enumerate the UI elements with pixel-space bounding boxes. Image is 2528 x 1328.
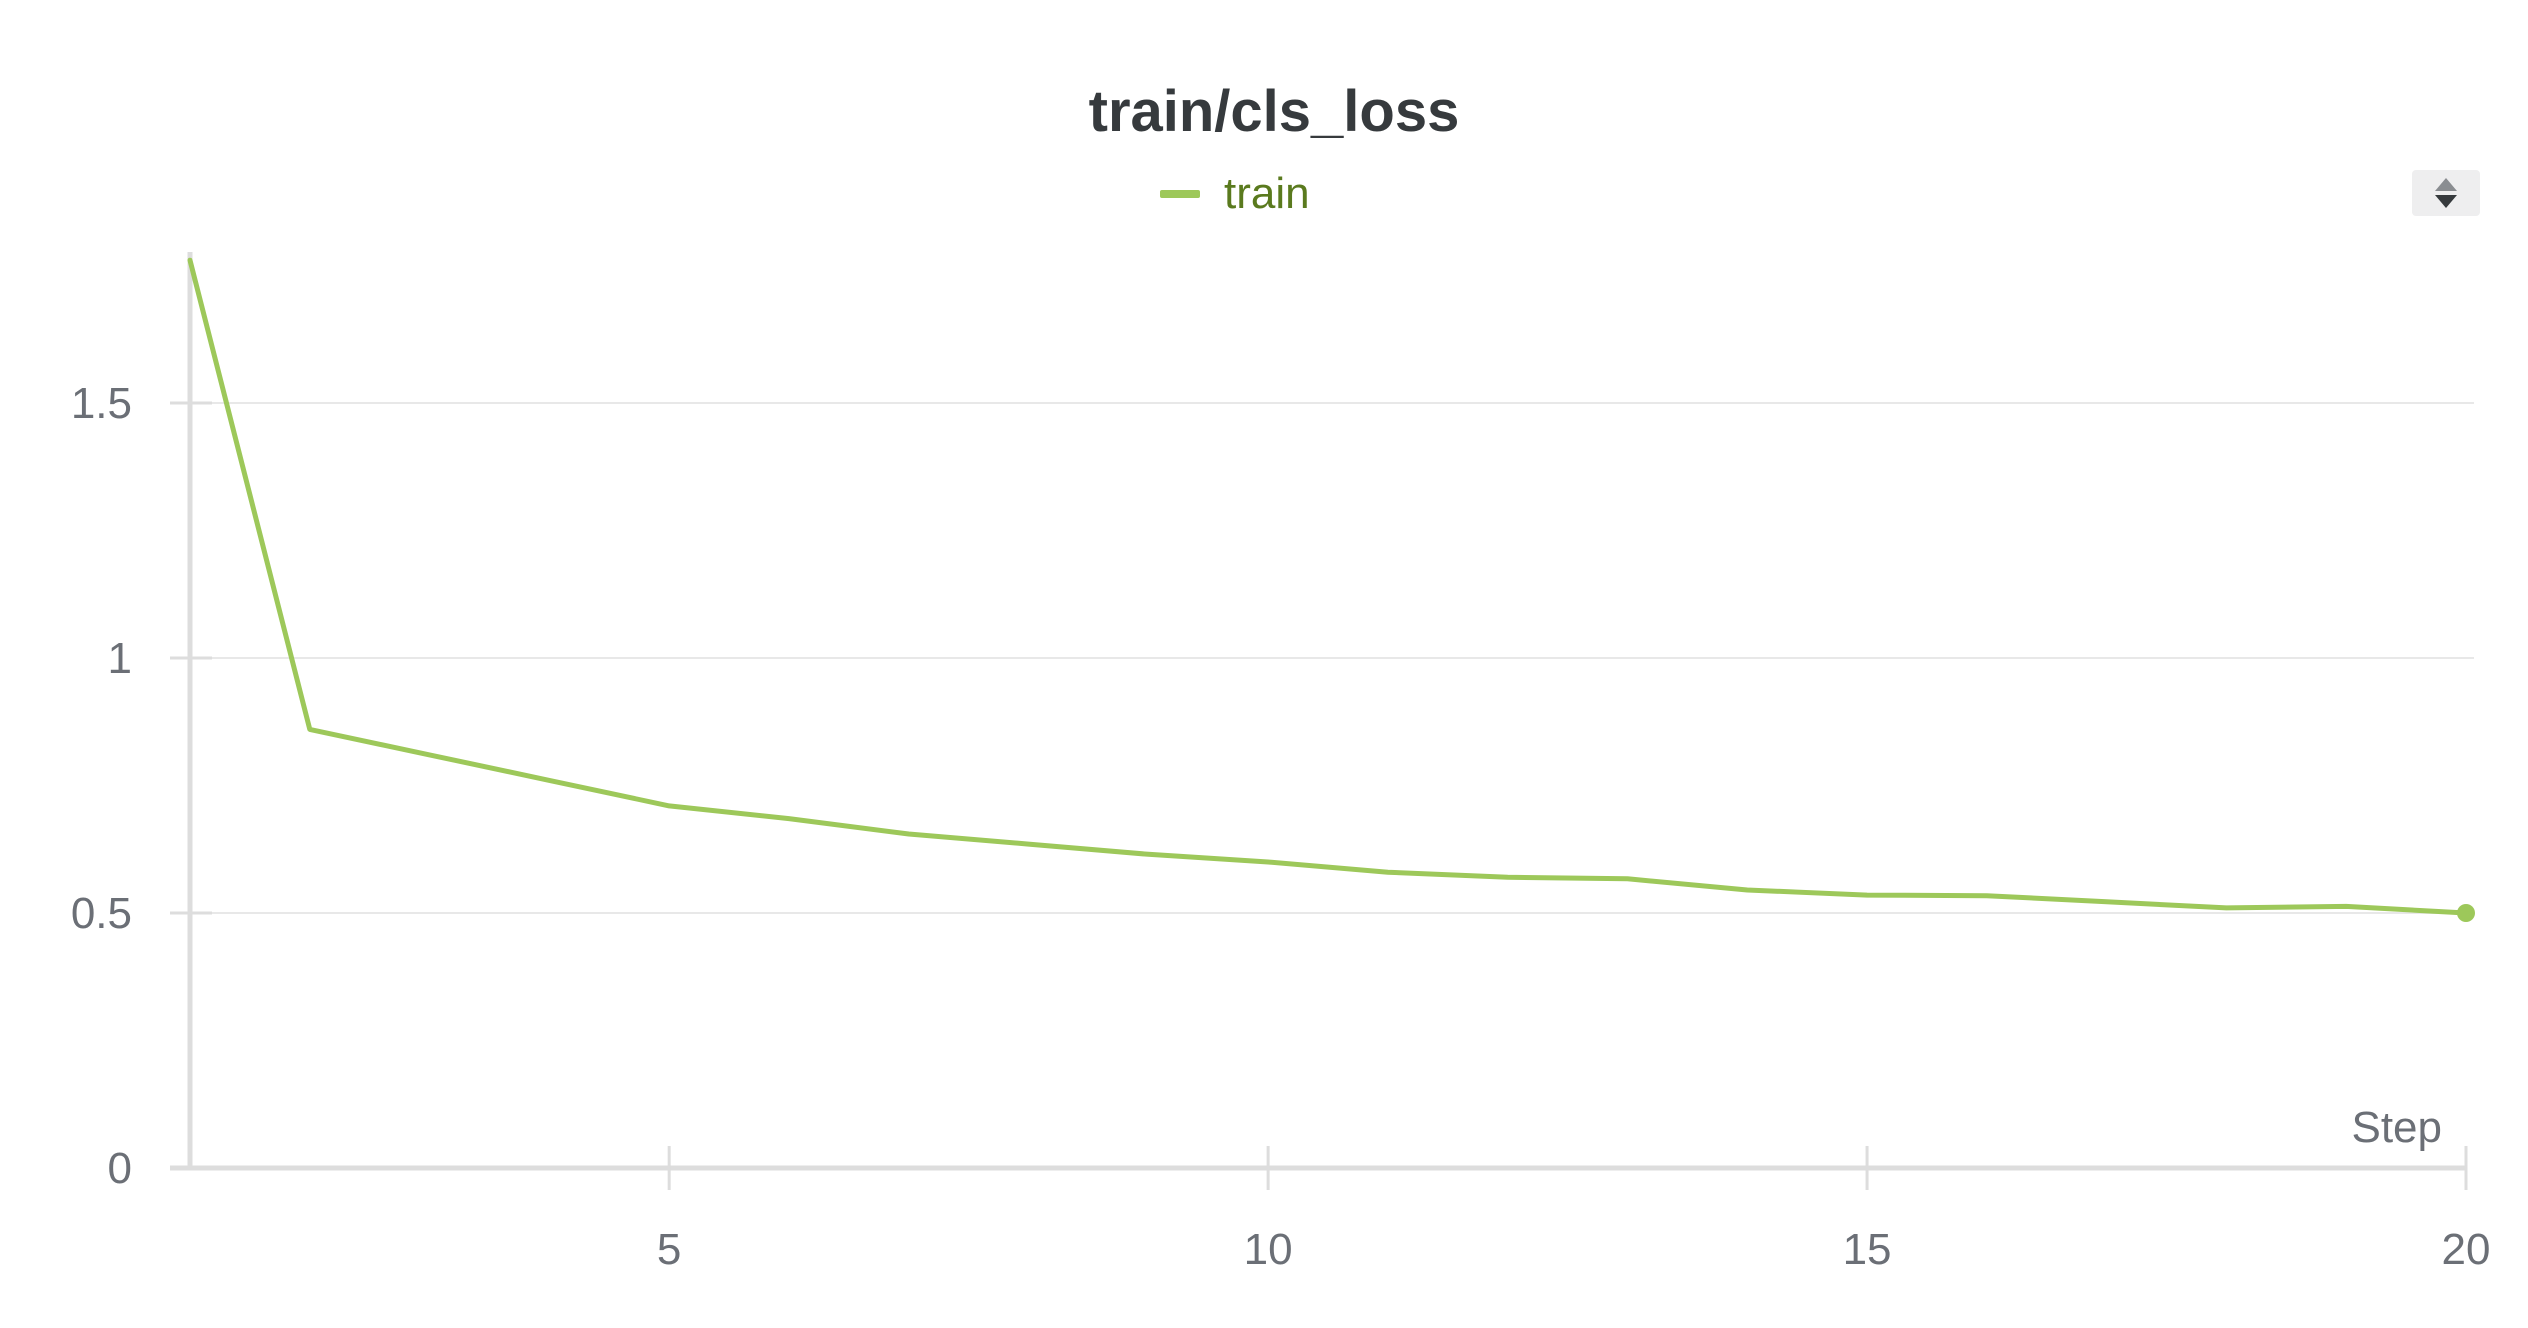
data-point [184,254,196,266]
y-tick-label-3: 1.5 [71,379,132,428]
axes [170,252,2466,1171]
data-point [1861,889,1873,901]
data-point [1621,873,1633,885]
data-point [1981,890,1993,902]
data-point [2101,896,2113,908]
legend-swatch-train [1160,190,1200,198]
series-end-marker [2457,904,2475,922]
data-point [1502,871,1514,883]
legend-sort-toggle-button[interactable] [2412,170,2480,216]
x-tick-label-1: 10 [1244,1225,1293,1274]
data-point [1023,838,1035,850]
data-point [783,813,795,825]
sort-up-icon [2435,178,2457,191]
data-point [2340,900,2352,912]
chart-title: train/cls_loss [1088,79,1460,144]
series-line-train [187,257,2469,916]
ticks: 0 0.5 1 1.5 5 10 15 20 [71,379,2491,1274]
data-point [903,828,915,840]
data-point [304,723,316,735]
series-layer [184,254,2475,922]
x-tick-label-3: 20 [2442,1225,2491,1274]
data-point [1382,866,1394,878]
data-point [1142,848,1154,860]
data-point [663,800,675,812]
legend: train [1160,166,1310,222]
y-tick-label-0: 0 [108,1144,132,1193]
data-point [1741,884,1753,896]
x-tick-label-2: 15 [1843,1225,1892,1274]
x-axis-title: Step [2351,1103,2442,1152]
grid [190,402,2474,914]
data-point [2220,902,2232,914]
legend-label-train: train [1224,169,1310,218]
data-point [424,749,436,761]
data-point [543,774,555,786]
sort-down-icon [2435,195,2457,208]
y-tick-label-2: 1 [108,634,132,683]
y-tick-label-1: 0.5 [71,889,132,938]
data-point [1262,856,1274,868]
x-tick-label-0: 5 [657,1225,681,1274]
